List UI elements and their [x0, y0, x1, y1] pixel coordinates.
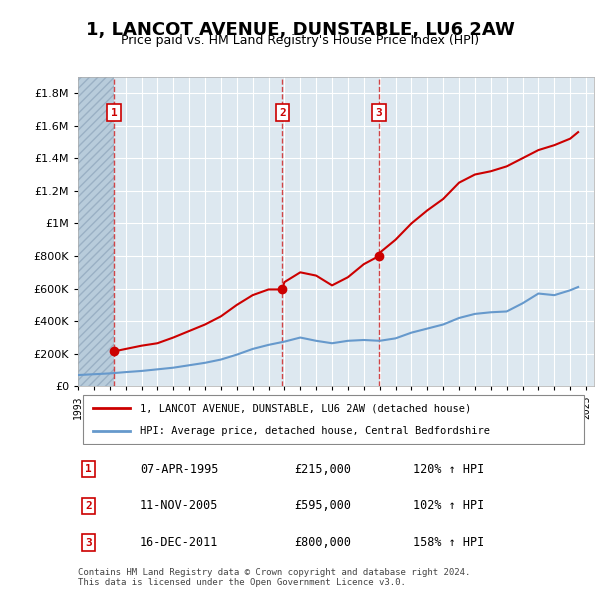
Text: Contains HM Land Registry data © Crown copyright and database right 2024.
This d: Contains HM Land Registry data © Crown c…	[78, 568, 470, 587]
Text: 158% ↑ HPI: 158% ↑ HPI	[413, 536, 485, 549]
Text: 1, LANCOT AVENUE, DUNSTABLE, LU6 2AW: 1, LANCOT AVENUE, DUNSTABLE, LU6 2AW	[86, 21, 514, 39]
Text: £800,000: £800,000	[295, 536, 352, 549]
Text: 2: 2	[279, 107, 286, 117]
Text: Price paid vs. HM Land Registry's House Price Index (HPI): Price paid vs. HM Land Registry's House …	[121, 34, 479, 47]
Text: 102% ↑ HPI: 102% ↑ HPI	[413, 499, 485, 513]
Text: 2: 2	[85, 501, 92, 511]
Text: 3: 3	[376, 107, 382, 117]
Text: 1: 1	[110, 107, 118, 117]
Text: 07-APR-1995: 07-APR-1995	[140, 463, 218, 476]
Text: 3: 3	[85, 537, 92, 548]
Text: 1: 1	[85, 464, 92, 474]
Text: 120% ↑ HPI: 120% ↑ HPI	[413, 463, 485, 476]
Text: HPI: Average price, detached house, Central Bedfordshire: HPI: Average price, detached house, Cent…	[140, 427, 490, 437]
Bar	[78, 77, 114, 386]
Text: £215,000: £215,000	[295, 463, 352, 476]
Text: £595,000: £595,000	[295, 499, 352, 513]
Text: 16-DEC-2011: 16-DEC-2011	[140, 536, 218, 549]
Text: 11-NOV-2005: 11-NOV-2005	[140, 499, 218, 513]
FancyBboxPatch shape	[83, 395, 584, 444]
Text: 1, LANCOT AVENUE, DUNSTABLE, LU6 2AW (detached house): 1, LANCOT AVENUE, DUNSTABLE, LU6 2AW (de…	[140, 403, 471, 413]
